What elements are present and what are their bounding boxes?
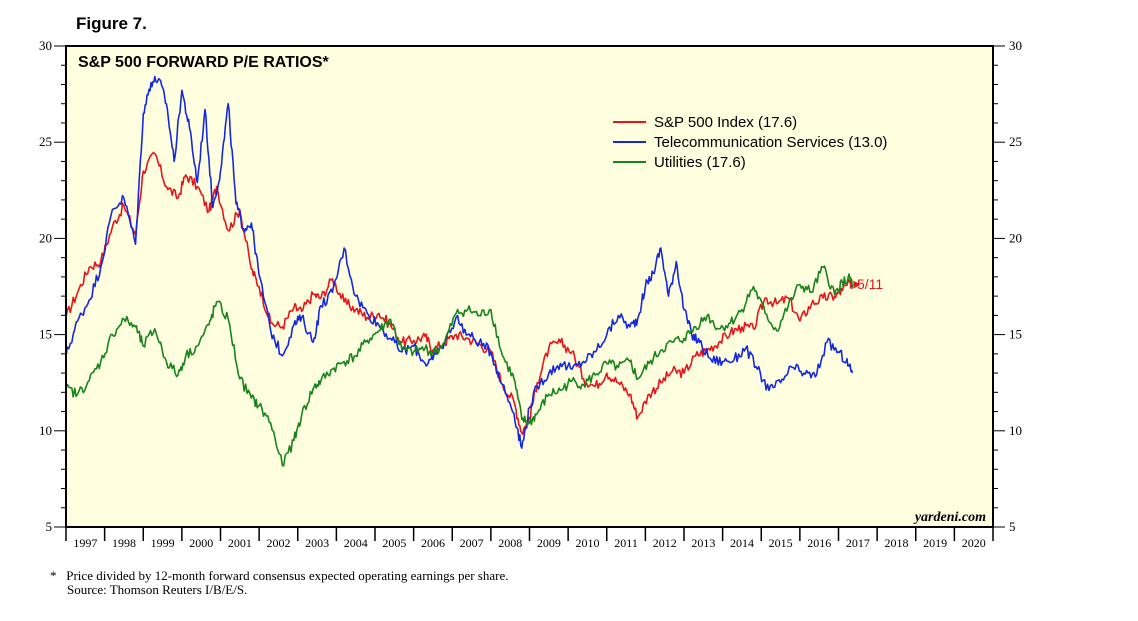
pe-ratio-chart: 5 10 15 20 25 30 5 10 15 20 25 30 1997 1998 1999 2000… bbox=[39, 38, 1022, 550]
footnote-text: Price divided by 12-month forward consen… bbox=[66, 568, 509, 583]
footnote-source: Source: Thomson Reuters I/B/E/S. bbox=[67, 582, 248, 597]
x-tick-label: 2017 bbox=[846, 536, 870, 550]
x-tick-label: 2019 bbox=[923, 536, 947, 550]
series-line bbox=[65, 265, 854, 467]
y-tick-label-left: 5 bbox=[46, 519, 53, 534]
footnote: * Price divided by 12-month forward cons… bbox=[50, 569, 508, 597]
legend-label: S&P 500 Index (17.6) bbox=[654, 114, 797, 131]
y-tick-label-left: 25 bbox=[39, 134, 52, 149]
x-tick-label: 2016 bbox=[807, 536, 831, 550]
y-tick-label-left: 15 bbox=[39, 327, 52, 342]
y-tick-label-left: 10 bbox=[39, 423, 52, 438]
y-axis-right: 5 10 15 20 25 30 bbox=[993, 38, 1022, 534]
y-tick-label-right: 10 bbox=[1009, 423, 1022, 438]
x-tick-label: 2020 bbox=[962, 536, 986, 550]
x-tick-label: 1998 bbox=[112, 536, 136, 550]
y-tick-label-left: 20 bbox=[39, 230, 52, 245]
x-tick-label: 2003 bbox=[305, 536, 329, 550]
x-tick-label: 1997 bbox=[73, 536, 97, 550]
x-tick-label: 2013 bbox=[691, 536, 715, 550]
series-line bbox=[65, 75, 854, 449]
x-tick-label: 2014 bbox=[730, 536, 754, 550]
x-tick-label: 2015 bbox=[769, 536, 793, 550]
y-tick-label-right: 15 bbox=[1009, 327, 1022, 342]
x-tick-label: 2010 bbox=[575, 536, 599, 550]
x-tick-label: 2001 bbox=[228, 536, 252, 550]
series-lines bbox=[65, 75, 861, 467]
x-tick-label: 2006 bbox=[421, 536, 445, 550]
plot-background bbox=[66, 46, 993, 527]
x-tick-label: 2002 bbox=[266, 536, 290, 550]
x-tick-label: 2011 bbox=[614, 536, 638, 550]
chart-title: S&P 500 FORWARD P/E RATIOS* bbox=[78, 54, 330, 71]
x-axis: 1997 1998 1999 2000 2001 2002 2003 2004 2005 2006… bbox=[65, 527, 994, 550]
legend-label: Telecommunication Services (13.0) bbox=[654, 134, 887, 151]
plot-frame bbox=[65, 45, 994, 528]
x-tick-label: 2012 bbox=[653, 536, 677, 550]
footnote-marker: * bbox=[50, 568, 57, 583]
y-tick-label-right: 20 bbox=[1009, 230, 1022, 245]
figure-label: Figure 7. bbox=[76, 14, 147, 33]
footnote-line: * Price divided by 12-month forward cons… bbox=[50, 569, 508, 583]
x-tick-label: 2000 bbox=[189, 536, 213, 550]
series-line bbox=[65, 151, 854, 435]
y-tick-label-left: 30 bbox=[39, 38, 52, 53]
y-axis-left: 5 10 15 20 25 30 bbox=[39, 38, 66, 534]
legend[interactable]: S&P 500 Index (17.6) Telecommunication Se… bbox=[613, 114, 887, 171]
x-tick-label: 2018 bbox=[884, 536, 908, 550]
y-tick-label-right: 5 bbox=[1009, 519, 1016, 534]
end-arrow bbox=[853, 280, 861, 289]
x-tick-label: 2009 bbox=[537, 536, 561, 550]
legend-label: Utilities (17.6) bbox=[654, 154, 746, 171]
x-tick-label: 2005 bbox=[382, 536, 406, 550]
x-tick-label: 2007 bbox=[460, 536, 484, 550]
source-credit: yardeni.com bbox=[913, 510, 986, 525]
x-tick-label: 2004 bbox=[344, 536, 368, 550]
y-tick-label-right: 30 bbox=[1009, 38, 1022, 53]
x-tick-label: 1999 bbox=[151, 536, 175, 550]
x-tick-label: 2008 bbox=[498, 536, 522, 550]
y-tick-label-right: 25 bbox=[1009, 134, 1022, 149]
end-date-annotation: 5/11 bbox=[857, 276, 883, 292]
